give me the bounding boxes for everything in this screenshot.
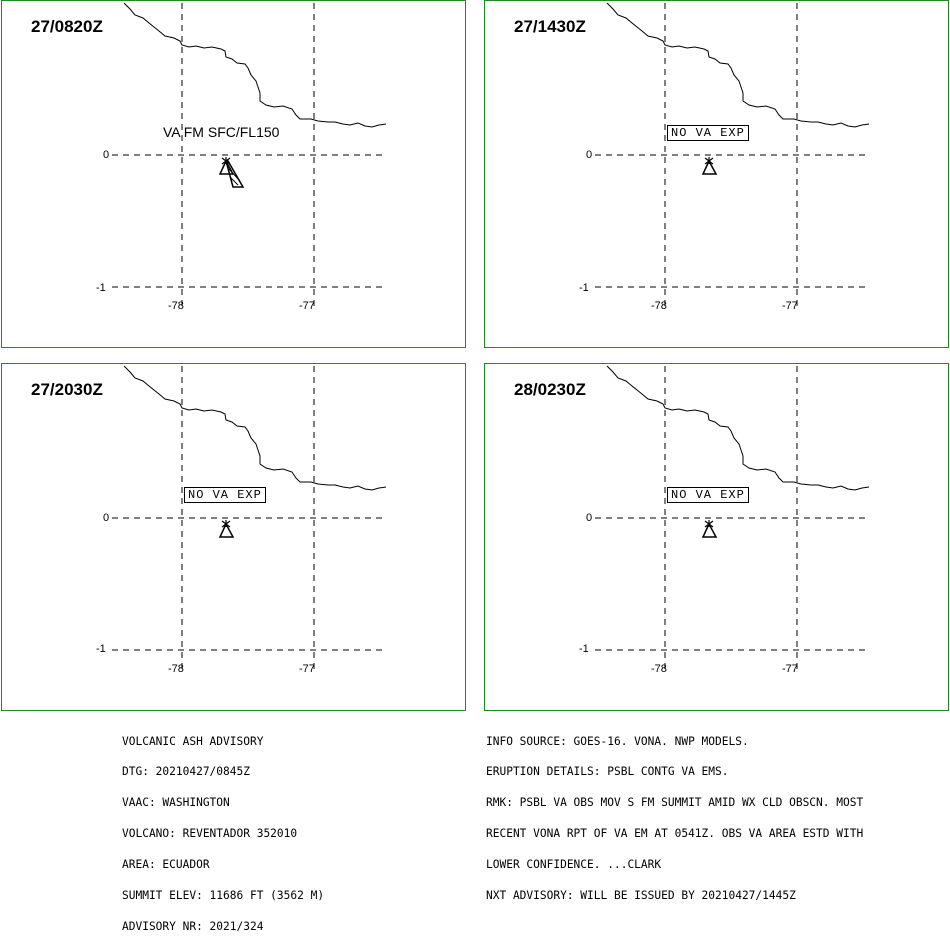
no-ash-expected-label: NO VA EXP bbox=[667, 487, 749, 503]
lat-tick-minus1: -1 bbox=[96, 643, 106, 655]
advisory-line: ERUPTION DETAILS: PSBL CONTG VA EMS. bbox=[486, 765, 729, 779]
lat-tick-0: 0 bbox=[103, 149, 110, 161]
volcano-icon bbox=[701, 157, 718, 175]
lon-tick-minus78: -78 bbox=[168, 300, 184, 312]
lat-tick-minus1: -1 bbox=[96, 282, 106, 294]
coastline bbox=[123, 2, 387, 128]
advisory-line: DTG: 20210427/0845Z bbox=[122, 765, 250, 779]
forecast-time-label: 27/1430Z bbox=[514, 17, 586, 36]
lon-tick-minus77: -77 bbox=[299, 663, 315, 675]
advisory-line: AREA: ECUADOR bbox=[122, 858, 210, 872]
lon-tick-minus77: -77 bbox=[782, 663, 798, 675]
advisory-line: VOLCANO: REVENTADOR 352010 bbox=[122, 827, 298, 841]
lon-tick-minus77: -77 bbox=[299, 300, 315, 312]
lon-tick-minus78: -78 bbox=[651, 663, 667, 675]
map-canvas bbox=[595, 365, 870, 672]
volcano-triangle bbox=[701, 522, 718, 538]
forecast-time-label: 28/0230Z bbox=[514, 380, 586, 399]
forecast-panel-0230z: 28/0230Z NO VA EXP 0 -1 -78 -77 bbox=[484, 363, 949, 711]
advisory-line: SUMMIT ELEV: 11686 FT (3562 M) bbox=[122, 889, 325, 903]
lat-lon-grid bbox=[595, 3, 865, 309]
map-canvas bbox=[595, 2, 870, 309]
advisory-line: RMK: PSBL VA OBS MOV S FM SUMMIT AMID WX… bbox=[486, 796, 864, 810]
lon-tick-minus78: -78 bbox=[651, 300, 667, 312]
coastline bbox=[606, 365, 870, 491]
forecast-panel-1430z: 27/1430Z NO VA EXP 0 -1 -78 -77 bbox=[484, 0, 949, 348]
lat-tick-0: 0 bbox=[103, 512, 110, 524]
volcano-icon bbox=[218, 520, 235, 538]
advisory-details-block: INFO SOURCE: GOES-16. VONA. NWP MODELS. … bbox=[486, 716, 863, 912]
volcano-icon bbox=[701, 520, 718, 538]
lat-tick-minus1: -1 bbox=[579, 282, 589, 294]
forecast-time-label: 27/2030Z bbox=[31, 380, 103, 399]
volcano-triangle bbox=[701, 159, 718, 175]
forecast-time-label: 27/0820Z bbox=[31, 17, 103, 36]
advisory-line: RECENT VONA RPT OF VA EM AT 0541Z. OBS V… bbox=[486, 827, 864, 841]
advisory-line: LOWER CONFIDENCE. ...CLARK bbox=[486, 858, 662, 872]
lon-tick-minus77: -77 bbox=[782, 300, 798, 312]
advisory-line: VOLCANIC ASH ADVISORY bbox=[122, 734, 264, 748]
lon-tick-minus78: -78 bbox=[168, 663, 184, 675]
advisory-line: VAAC: WASHINGTON bbox=[122, 796, 230, 810]
volcano-triangle bbox=[218, 159, 235, 175]
lat-lon-grid bbox=[112, 366, 382, 672]
ash-cloud-hatch bbox=[228, 168, 241, 182]
advisory-line: INFO SOURCE: GOES-16. VONA. NWP MODELS. bbox=[486, 734, 749, 748]
forecast-panel-0820z: 27/0820Z VA FM SFC/FL150 0 -1 -78 -77 bbox=[1, 0, 466, 348]
ash-layer-label: VA FM SFC/FL150 bbox=[163, 124, 280, 140]
no-ash-expected-label: NO VA EXP bbox=[184, 487, 266, 503]
lat-tick-minus1: -1 bbox=[579, 643, 589, 655]
lat-lon-grid bbox=[112, 3, 382, 309]
lat-lon-grid bbox=[595, 366, 865, 672]
forecast-panel-2030z: 27/2030Z NO VA EXP 0 -1 -78 -77 bbox=[1, 363, 466, 711]
map-canvas bbox=[112, 2, 387, 309]
map-canvas bbox=[112, 365, 387, 672]
coastline bbox=[606, 2, 870, 128]
ash-cloud-hatch bbox=[229, 176, 239, 186]
volcano-triangle bbox=[218, 522, 235, 538]
lat-tick-0: 0 bbox=[586, 149, 593, 161]
lat-tick-0: 0 bbox=[586, 512, 593, 524]
advisory-line: NXT ADVISORY: WILL BE ISSUED BY 20210427… bbox=[486, 889, 796, 903]
no-ash-expected-label: NO VA EXP bbox=[667, 125, 749, 141]
advisory-line: ADVISORY NR: 2021/324 bbox=[122, 919, 264, 933]
advisory-header-block: VOLCANIC ASH ADVISORY DTG: 20210427/0845… bbox=[122, 716, 324, 943]
coastline bbox=[123, 365, 387, 491]
